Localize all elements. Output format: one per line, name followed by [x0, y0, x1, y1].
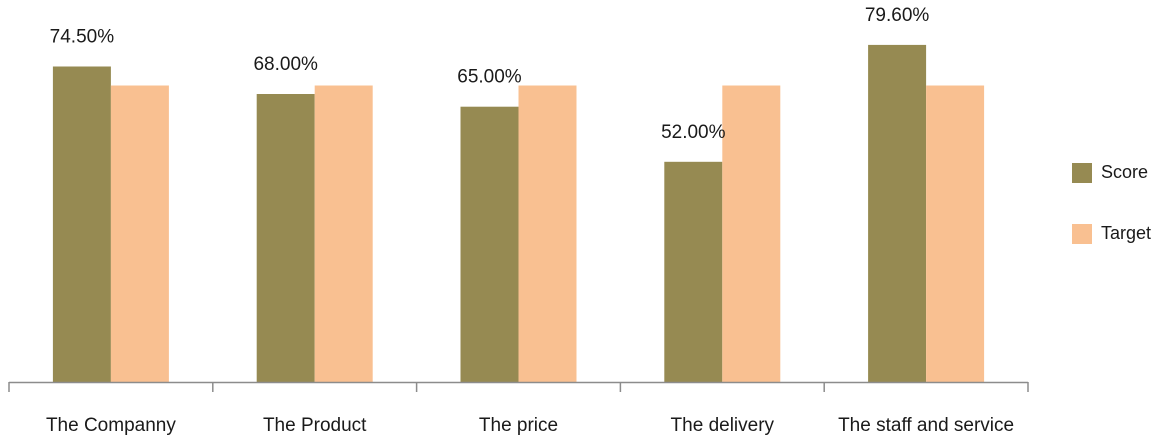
- bar-score-1: [256, 94, 315, 382]
- legend-swatch-score: [1072, 163, 1092, 183]
- bars-layer: [52, 44, 985, 383]
- bar-target-1: [314, 85, 373, 382]
- x-tick-label-2: The price: [479, 415, 558, 436]
- bar-score-3: [664, 161, 723, 382]
- bar-target-4: [926, 85, 985, 382]
- legend: Score Target: [1072, 162, 1151, 244]
- bar-target-3: [722, 85, 781, 382]
- x-tick-label-0: The Companny: [46, 415, 176, 436]
- data-label-score-3: 52.00%: [661, 122, 726, 143]
- legend-swatch-target: [1072, 224, 1092, 244]
- x-tick-label-1: The Product: [263, 415, 367, 436]
- data-labels-layer: 74.50% 68.00% 65.00% 52.00% 79.60%: [50, 5, 930, 143]
- bar-score-2: [460, 106, 519, 382]
- x-tick-label-4: The staff and service: [838, 415, 1014, 436]
- bar-target-0: [110, 85, 169, 382]
- x-tick-label-3: The delivery: [671, 415, 775, 436]
- data-label-score-4: 79.60%: [865, 5, 930, 26]
- data-label-score-0: 74.50%: [50, 27, 115, 48]
- legend-label-target: Target: [1101, 223, 1151, 243]
- bar-target-2: [518, 85, 577, 382]
- legend-label-score: Score: [1101, 162, 1148, 182]
- bar-score-0: [52, 66, 111, 382]
- x-tick-labels: The Companny The Product The price The deli…: [46, 415, 1014, 436]
- bar-score-4: [868, 44, 927, 383]
- x-axis: [8, 381, 1029, 392]
- data-label-score-1: 68.00%: [253, 54, 318, 75]
- data-label-score-2: 65.00%: [457, 67, 522, 88]
